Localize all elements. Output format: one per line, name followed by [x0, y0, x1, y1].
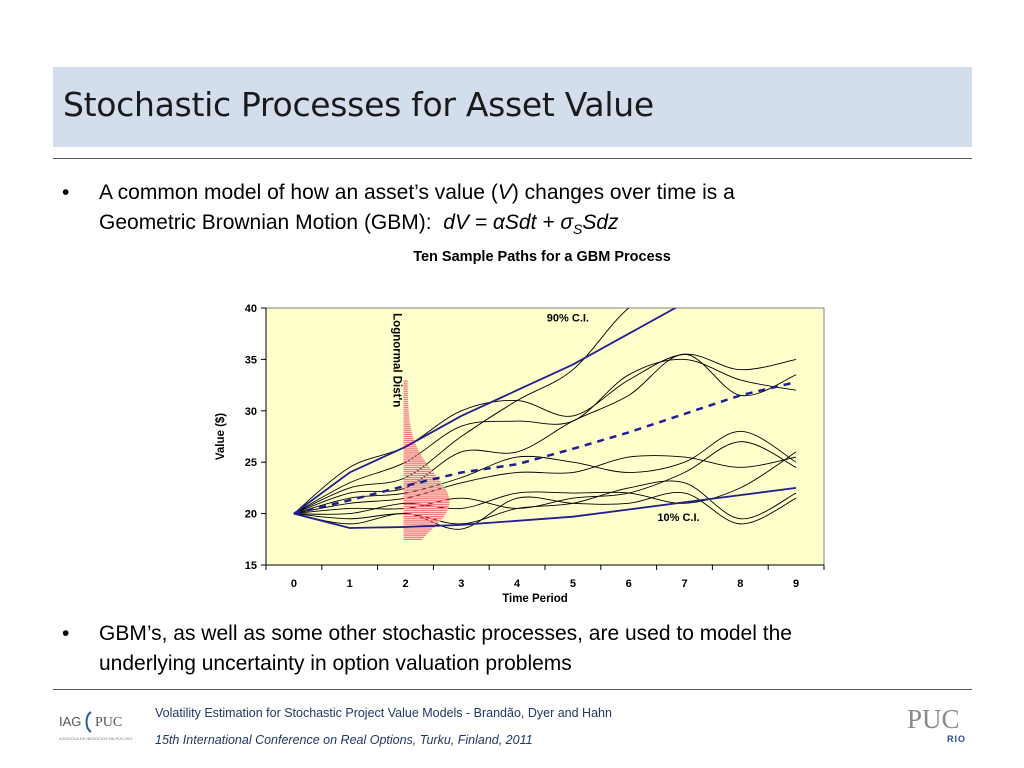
sample-path-5 — [293, 430, 797, 515]
sample-path-8 — [293, 451, 797, 515]
y-tick-label: 30 — [245, 406, 257, 418]
logo-iag-text: IAG — [59, 714, 81, 729]
x-tick-label: 9 — [793, 578, 799, 590]
footer-divider — [53, 689, 972, 690]
x-tick-label: 4 — [514, 578, 521, 590]
y-tick-label: 35 — [245, 354, 257, 366]
gbm-chart: 15 20 25 30 35 40 0 1 2 3 4 5 6 7 8 9 Time Period Value (… — [215, 303, 825, 605]
y-tick-label: 25 — [245, 457, 257, 469]
ci-upper-line — [293, 308, 678, 515]
logo-puc-right-text: PUC — [907, 704, 960, 734]
footer-conference: 15th International Conference on Real Op… — [155, 733, 533, 747]
sample-path-3 — [293, 308, 630, 515]
logo-tagline: A ESCOLA DE NEGÓCIOS DA PUC-RIO — [59, 736, 132, 741]
sample-path-2 — [293, 358, 797, 514]
sample-path-1 — [293, 353, 797, 514]
bullet-2: GBM’s, as well as some other stochastic … — [99, 619, 969, 679]
title-band — [53, 67, 972, 147]
x-tick-label: 0 — [291, 578, 297, 590]
y-tick-label: 15 — [245, 560, 257, 572]
slide-title: Stochastic Processes for Asset Value — [63, 85, 654, 124]
y-axis-label: Value ($) — [215, 413, 227, 460]
x-tick-label: 8 — [737, 578, 743, 590]
logo-swoosh-icon — [85, 711, 92, 733]
footer-citation: Volatility Estimation for Stochastic Pro… — [155, 706, 612, 720]
bullet-marker-2: • — [62, 622, 70, 645]
puc-rio-logo: PUC RIO — [907, 704, 966, 744]
x-tick-label: 5 — [570, 578, 576, 590]
x-tick-label: 1 — [347, 578, 353, 590]
y-tick-label: 40 — [245, 303, 257, 315]
x-tick-label: 6 — [626, 578, 632, 590]
x-axis-label: Time Period — [502, 593, 568, 605]
title-divider — [53, 158, 972, 159]
bullet-1-line-1: A common model of how an asset’s value (… — [99, 181, 735, 204]
sample-path-6 — [293, 455, 797, 515]
plot-area — [265, 307, 825, 566]
ci-lower-line — [293, 487, 797, 529]
y-tick-label: 20 — [245, 509, 257, 521]
x-tick-label: 7 — [681, 578, 687, 590]
upper-ci-label: 90% C.I. — [547, 312, 589, 324]
bullet-1: A common model of how an asset’s value (… — [99, 178, 969, 244]
sample-path-7 — [293, 441, 797, 515]
sample-path-9 — [293, 480, 797, 525]
x-tick-label: 3 — [458, 578, 464, 590]
bullet-2-line-1: GBM’s, as well as some other stochastic … — [99, 622, 792, 645]
plot-series-group — [293, 308, 797, 540]
sample-path-10 — [293, 491, 797, 530]
logo-puc-text: PUC — [95, 715, 122, 730]
bullet-1-line-2: Geometric Brownian Motion (GBM): dV = αS… — [99, 211, 619, 238]
logo-rio-text: RIO — [947, 734, 966, 744]
bullet-marker-1: • — [62, 181, 70, 204]
mean-path — [293, 380, 797, 515]
x-tick-label: 2 — [402, 578, 408, 590]
gbm-equation: dV = αSdt + σSSdz — [443, 211, 619, 238]
lower-ci-label: 10% C.I. — [657, 512, 699, 524]
bullet-2-line-2: underlying uncertainty in option valuati… — [99, 652, 572, 675]
chart-title: Ten Sample Paths for a GBM Process — [413, 249, 671, 265]
iag-puc-logo: IAG PUC A ESCOLA DE NEGÓCIOS DA PUC-RIO — [59, 711, 132, 741]
distribution-label: Lognormal Dist'n — [391, 313, 403, 407]
